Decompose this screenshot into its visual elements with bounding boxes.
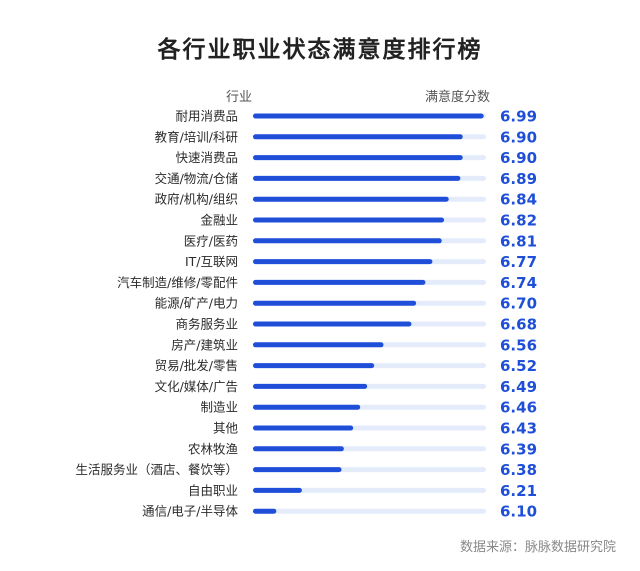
- bar: [253, 321, 412, 327]
- value-label: 6.39: [500, 440, 537, 458]
- value-label: 6.52: [500, 357, 537, 375]
- bar: [253, 446, 344, 452]
- value-label: 6.70: [500, 295, 537, 313]
- bar: [253, 342, 384, 348]
- value-label: 6.10: [500, 503, 537, 521]
- category-label: 交通/物流/仓储: [155, 171, 238, 186]
- category-label: IT/互联网: [185, 254, 238, 269]
- industry-column-header: 行业: [225, 90, 252, 105]
- category-label: 文化/媒体/广告: [155, 379, 238, 394]
- value-label: 6.90: [500, 128, 537, 146]
- value-label: 6.89: [500, 170, 537, 188]
- category-label: 耐用消费品: [175, 109, 238, 124]
- value-label: 6.77: [500, 253, 537, 271]
- bar: [253, 196, 449, 202]
- value-label: 6.81: [500, 232, 537, 250]
- bar: [253, 363, 375, 369]
- value-label: 6.74: [500, 274, 537, 292]
- category-label: 贸易/批发/零售: [155, 358, 238, 373]
- bar-track: [253, 508, 486, 514]
- bar: [253, 300, 417, 306]
- bar: [253, 279, 426, 285]
- bar: [253, 508, 277, 514]
- value-label: 6.49: [500, 378, 537, 396]
- bar: [253, 155, 463, 161]
- value-label: 6.46: [500, 399, 537, 417]
- bar: [253, 425, 354, 431]
- category-label: 其他: [213, 421, 239, 436]
- value-label: 6.84: [500, 191, 537, 209]
- category-label: 制造业: [200, 400, 238, 415]
- value-label: 6.43: [500, 420, 537, 438]
- category-label: 生活服务业（酒店、餐饮等）: [75, 462, 238, 477]
- bar: [253, 467, 342, 473]
- value-label: 6.56: [500, 336, 537, 354]
- category-label: 商务服务业: [175, 317, 238, 332]
- bar: [253, 383, 368, 389]
- category-label: 汽车制造/维修/零配件: [117, 275, 238, 290]
- value-label: 6.82: [500, 212, 537, 230]
- bar: [253, 113, 484, 119]
- category-label: 医疗/医药: [184, 233, 238, 248]
- value-label: 6.21: [500, 482, 537, 500]
- score-column-header: 满意度分数: [425, 90, 491, 105]
- bar: [253, 217, 445, 223]
- value-label: 6.99: [500, 108, 537, 126]
- bar: [253, 259, 433, 265]
- bar: [253, 487, 302, 493]
- bar: [253, 238, 442, 244]
- bar: [253, 404, 361, 410]
- category-label: 农林牧渔: [188, 441, 238, 456]
- category-label: 快速消费品: [175, 150, 238, 165]
- bar: [253, 134, 463, 140]
- data-source-note: 数据来源：脉脉数据研究院: [459, 540, 616, 555]
- bar: [253, 175, 461, 181]
- bar-track: [253, 487, 486, 493]
- category-label: 房产/建筑业: [171, 337, 238, 352]
- category-label: 能源/矿产/电力: [155, 296, 238, 311]
- category-label: 金融业: [200, 213, 238, 228]
- chart-title: 各行业职业状态满意度排行榜: [157, 37, 483, 63]
- category-label: 教育/培训/科研: [155, 129, 238, 144]
- category-label: 政府/机构/组织: [155, 192, 238, 207]
- value-label: 6.90: [500, 149, 537, 167]
- value-label: 6.68: [500, 316, 537, 334]
- category-label: 自由职业: [188, 483, 238, 498]
- value-label: 6.38: [500, 461, 537, 479]
- category-label: 通信/电子/半导体: [142, 504, 238, 519]
